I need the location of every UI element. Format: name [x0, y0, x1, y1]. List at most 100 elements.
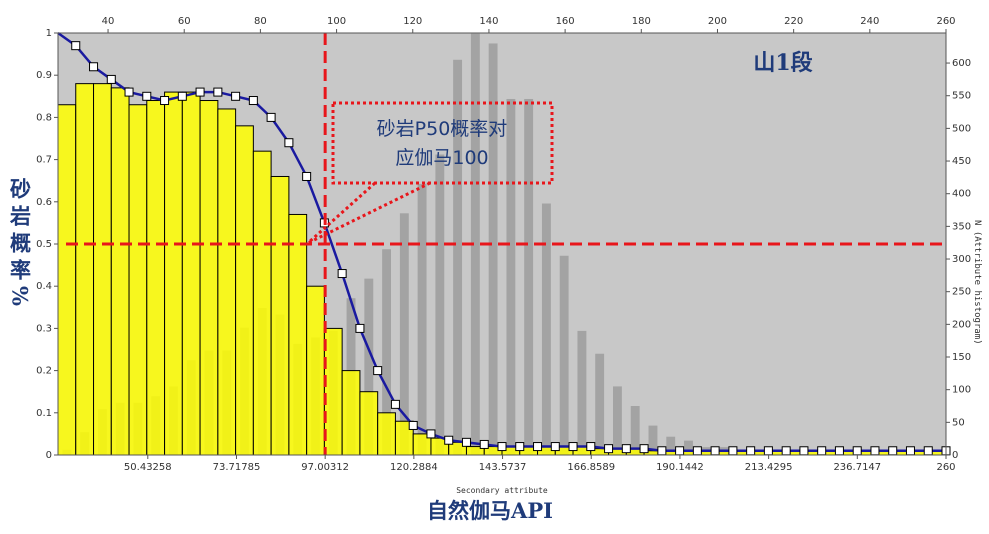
y-tick-label: 0.1	[36, 408, 52, 419]
x-tick-label: 190.1442	[656, 462, 704, 473]
probability-bar	[252, 150, 272, 456]
histogram-bar	[470, 33, 480, 455]
x2-tick-label: 60	[178, 16, 191, 27]
line-marker	[852, 446, 862, 456]
line-marker	[231, 91, 241, 101]
probability-bar	[217, 108, 237, 456]
histogram-bar	[648, 425, 658, 455]
probability-bar	[377, 412, 396, 456]
line-marker	[710, 446, 720, 456]
histogram-bar	[524, 98, 534, 455]
y2-tick-label: 200	[952, 319, 971, 330]
y2-tick-label: 300	[952, 254, 971, 265]
histogram-bar	[506, 98, 516, 455]
line-marker	[639, 444, 649, 454]
line-marker	[426, 429, 436, 439]
line-marker	[657, 446, 667, 456]
y2-tick-label: 0	[952, 450, 958, 461]
line-marker	[533, 442, 543, 452]
y-tick-label: 0	[46, 450, 52, 461]
line-marker	[373, 366, 383, 376]
x2-tick-label: 200	[708, 16, 727, 27]
line-marker	[302, 171, 312, 181]
line-marker	[834, 446, 844, 456]
y-tick-label: 0.2	[36, 366, 52, 377]
line-marker	[71, 41, 81, 51]
histogram-bar	[417, 183, 427, 455]
histogram-bar	[399, 213, 409, 455]
line-marker	[124, 87, 134, 97]
y2-tick-label: 150	[952, 352, 971, 363]
histogram-bar	[595, 353, 605, 455]
y2-tick-label: 450	[952, 156, 971, 167]
line-marker	[728, 446, 738, 456]
histogram-bar	[666, 436, 676, 455]
line-marker	[461, 437, 471, 447]
histogram-bar	[613, 386, 622, 455]
probability-bar	[341, 370, 361, 456]
histogram-bar	[577, 330, 587, 455]
line-marker	[675, 446, 685, 456]
histogram-bar	[630, 406, 640, 455]
x2-tick-label: 100	[327, 16, 346, 27]
x-tick-label: 236.7147	[833, 462, 881, 473]
y-tick-label: 1	[46, 28, 52, 39]
line-marker	[870, 446, 880, 456]
y-axis-label: 砂岩概率%	[8, 178, 33, 312]
line-marker	[621, 444, 631, 454]
line-marker	[355, 323, 365, 333]
probability-bar	[323, 327, 343, 456]
y-tick-label: 0.5	[36, 239, 52, 250]
y2-tick-label: 350	[952, 221, 971, 232]
line-marker	[195, 87, 205, 97]
line-marker	[177, 91, 187, 101]
probability-bar	[75, 83, 95, 456]
histogram-bar	[364, 278, 374, 455]
x-tick-label: 97.00312	[301, 462, 349, 473]
line-marker	[781, 446, 791, 456]
line-marker	[604, 444, 614, 454]
probability-bar	[93, 83, 112, 456]
annotation-text: 砂岩P50概率对	[377, 118, 508, 140]
y2-tick-label: 250	[952, 287, 971, 298]
line-marker	[248, 96, 258, 106]
histogram-bar	[453, 59, 463, 455]
x-tick-label: 260	[936, 462, 955, 473]
line-marker	[408, 420, 418, 430]
probability-bar	[128, 104, 148, 456]
line-marker	[888, 446, 898, 456]
line-marker	[444, 435, 454, 445]
x2-tick-label: 140	[479, 16, 498, 27]
probability-bar	[306, 285, 325, 456]
y-tick-label: 0.6	[36, 197, 52, 208]
x2-tick-label: 240	[860, 16, 879, 27]
probability-bar	[199, 100, 219, 456]
x2-tick-label: 40	[102, 16, 115, 27]
y2-tick-label: 500	[952, 123, 971, 134]
line-marker	[550, 442, 560, 452]
histogram-bar	[488, 43, 498, 455]
line-marker	[142, 91, 152, 101]
x-axis-label-small: Secondary attribute	[456, 486, 548, 495]
y2-tick-label: 100	[952, 385, 971, 396]
line-marker	[497, 442, 507, 452]
line-marker	[266, 112, 276, 122]
histogram-bar	[541, 203, 551, 455]
line-marker	[905, 446, 915, 456]
annotation-box	[331, 101, 554, 185]
line-marker	[479, 439, 489, 449]
x-axis-label: 自然伽马API	[427, 498, 553, 523]
chart-title: 山1段	[753, 50, 812, 76]
y-tick-label: 0.9	[36, 70, 52, 81]
x-tick-label: 143.5737	[479, 462, 527, 473]
line-marker	[746, 446, 756, 456]
line-marker	[213, 87, 223, 97]
x2-tick-label: 180	[632, 16, 651, 27]
x2-tick-label: 80	[254, 16, 267, 27]
histogram-bar	[435, 154, 445, 455]
x-tick-label: 213.4295	[745, 462, 793, 473]
x-tick-label: 120.2884	[390, 462, 438, 473]
line-marker	[817, 446, 827, 456]
line-marker	[568, 442, 578, 452]
